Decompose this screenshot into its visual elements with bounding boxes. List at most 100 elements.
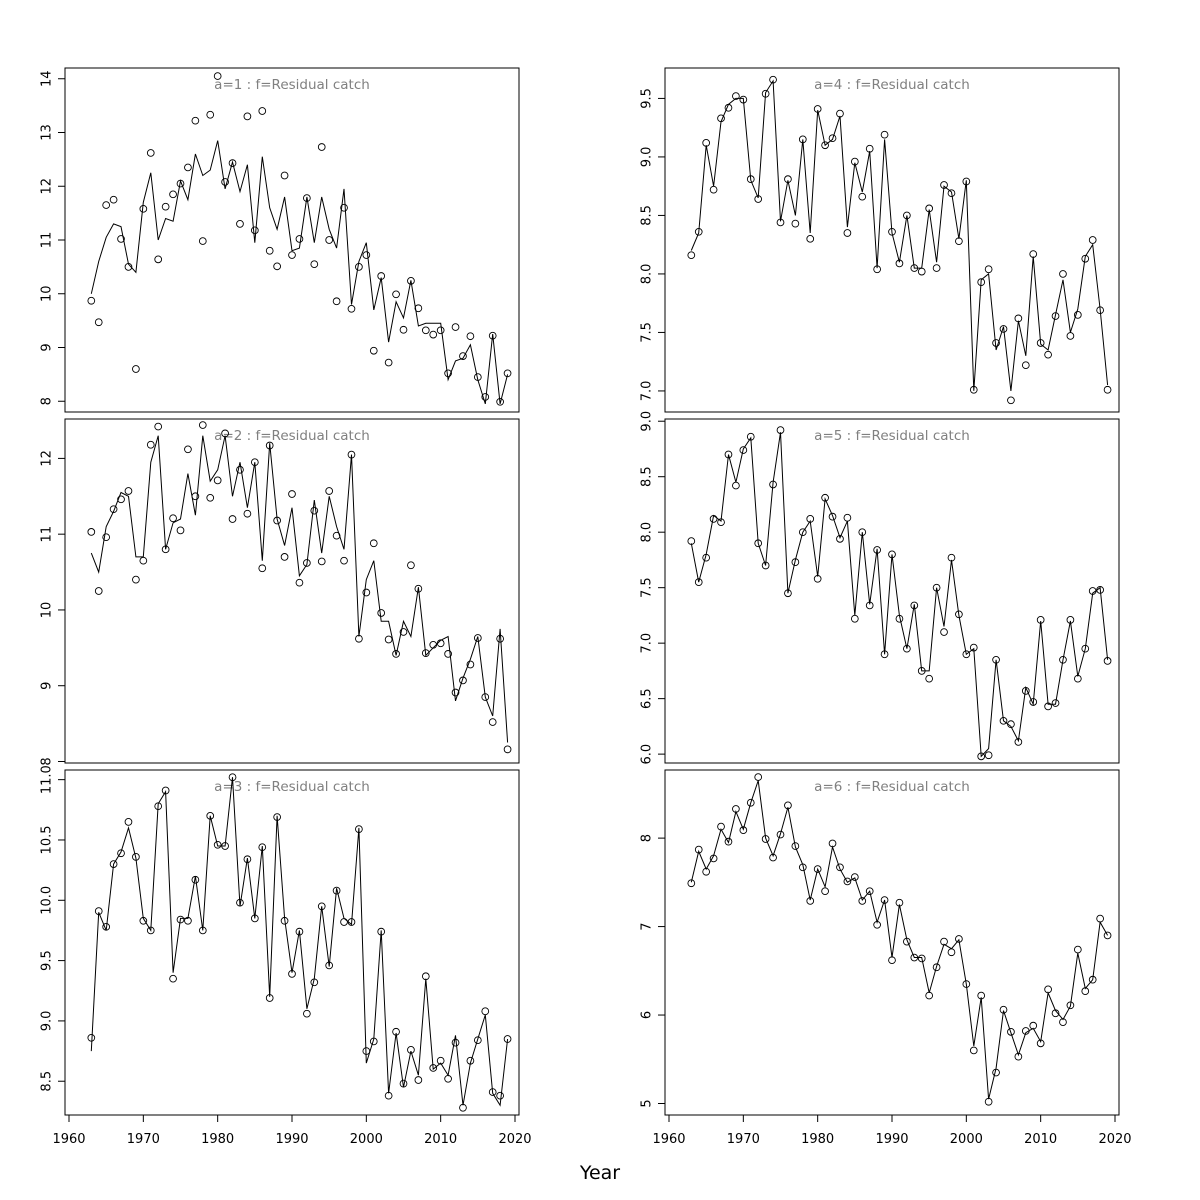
observed-point xyxy=(865,144,874,153)
observed-point xyxy=(1029,250,1038,258)
observed-point xyxy=(436,1056,445,1065)
observed-point xyxy=(746,432,755,441)
observed-point xyxy=(1051,1009,1060,1018)
observed-point xyxy=(1103,385,1112,394)
observed-point xyxy=(250,914,259,923)
x-tick-label: 1990 xyxy=(275,1132,308,1147)
plot-frame xyxy=(64,67,520,413)
panel-4: a=4 : f=Residual catch 7.0 7.5 8.0 8.5 9.0 9.5 xyxy=(640,67,1120,413)
observed-point xyxy=(717,114,725,123)
observed-point xyxy=(250,226,259,235)
observed-point xyxy=(1103,657,1112,665)
observed-point xyxy=(1007,396,1015,405)
observed-point xyxy=(1081,644,1090,653)
observed-point xyxy=(161,786,170,795)
observed-point xyxy=(161,545,170,554)
observed-point xyxy=(873,546,881,554)
observed-point xyxy=(347,450,356,459)
panel-title: a=4 : f=Residual catch xyxy=(814,77,970,93)
observed-point xyxy=(109,860,118,868)
observed-point xyxy=(836,863,844,872)
panel-3: a=3 : f=Residual catch 8.5 9.0 9.5 10.0 10.5 1… xyxy=(40,765,532,1147)
y-tick-label: 10 xyxy=(40,602,55,619)
observed-point xyxy=(1073,945,1082,954)
observed-point xyxy=(444,369,452,378)
y-tick-label: 8.0 xyxy=(640,522,655,543)
observed-point xyxy=(310,260,319,269)
x-tick-label: 1980 xyxy=(201,1132,234,1147)
observed-point xyxy=(1007,720,1015,729)
panel-1: a=1 : f=Residual catch 8 9 10 11 12 13 14 xyxy=(40,67,520,413)
observed-point xyxy=(761,561,770,570)
x-tick-label: 1960 xyxy=(652,1132,685,1147)
observed-point xyxy=(124,263,133,271)
observed-point xyxy=(850,873,859,881)
y-tick-label: 7.5 xyxy=(640,322,655,343)
observed-point xyxy=(332,886,341,895)
observed-point xyxy=(843,513,852,522)
observed-point xyxy=(880,130,889,139)
observed-point xyxy=(228,773,237,782)
y-tick-label: 6.5 xyxy=(640,688,655,709)
observed-point xyxy=(94,907,103,915)
observed-point xyxy=(347,304,356,313)
observed-point xyxy=(999,1005,1008,1014)
observed-point xyxy=(709,515,718,523)
observed-point xyxy=(1088,587,1097,595)
y-tick-label: 9 xyxy=(40,682,55,690)
observed-point xyxy=(1029,698,1038,706)
observed-point xyxy=(1066,616,1075,624)
observed-point xyxy=(340,918,348,926)
observed-point xyxy=(1059,270,1067,278)
observed-point xyxy=(1059,655,1067,664)
observed-point xyxy=(702,553,711,562)
observed-point xyxy=(806,515,815,523)
x-tick-label: 1990 xyxy=(875,1132,908,1147)
observed-point xyxy=(198,421,207,429)
observed-point xyxy=(888,227,896,236)
observed-point xyxy=(984,1097,993,1106)
y-tick-label: 6 xyxy=(640,1011,655,1019)
observed-point xyxy=(1036,339,1045,347)
observed-point xyxy=(273,262,281,271)
observed-point xyxy=(184,163,192,172)
observed-point xyxy=(451,323,460,331)
observed-point xyxy=(332,531,341,540)
y-tick-label: 12 xyxy=(40,178,55,195)
observed-point xyxy=(280,553,289,561)
observed-point xyxy=(828,839,837,848)
observed-point xyxy=(184,445,192,454)
observed-point xyxy=(687,251,696,260)
observed-point xyxy=(940,937,948,946)
observed-point xyxy=(858,897,867,905)
observed-point xyxy=(836,534,844,543)
observed-point xyxy=(429,1064,438,1072)
observed-point xyxy=(132,853,140,861)
observed-point xyxy=(436,326,445,335)
observed-point xyxy=(236,220,244,228)
observed-point xyxy=(362,1047,371,1055)
x-tick-label: 1970 xyxy=(727,1132,760,1147)
observed-point xyxy=(488,718,497,726)
observed-point xyxy=(992,339,1000,347)
x-tick-label: 2010 xyxy=(1024,1132,1057,1147)
observed-point xyxy=(977,991,986,1000)
observed-point xyxy=(444,650,452,658)
observed-point xyxy=(169,974,177,983)
y-tick-label: 9.5 xyxy=(640,88,655,109)
panels: a=1 : f=Residual catch 8 9 10 11 12 13 14 a=2 : … xyxy=(40,67,1132,1147)
x-tick-label: 1970 xyxy=(127,1132,160,1147)
observed-point xyxy=(1014,1052,1023,1061)
y-tick-label: 11.0 xyxy=(40,765,55,794)
observed-point xyxy=(925,674,934,683)
observed-point xyxy=(87,1033,96,1042)
observed-point xyxy=(228,515,237,523)
observed-point xyxy=(955,935,963,943)
observed-point xyxy=(295,235,304,243)
observed-point xyxy=(399,628,408,636)
observed-point xyxy=(310,978,319,987)
observed-point xyxy=(399,1079,408,1088)
observed-point xyxy=(280,171,289,180)
observed-point xyxy=(843,877,852,886)
observed-point xyxy=(355,825,363,833)
